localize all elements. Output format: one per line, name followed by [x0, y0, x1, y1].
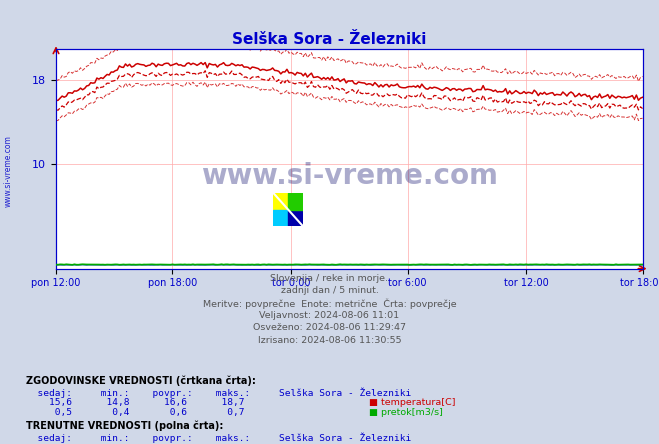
Text: Veljavnost: 2024-08-06 11:01: Veljavnost: 2024-08-06 11:01 — [260, 311, 399, 320]
Polygon shape — [273, 193, 289, 210]
Text: ■ pretok[m3/s]: ■ pretok[m3/s] — [369, 408, 443, 417]
Text: sedaj:     min.:    povpr.:    maks.:     Selška Sora - Železniki: sedaj: min.: povpr.: maks.: Selška Sora … — [26, 433, 412, 444]
Text: ZGODOVINSKE VREDNOSTI (črtkana črta):: ZGODOVINSKE VREDNOSTI (črtkana črta): — [26, 375, 256, 386]
Polygon shape — [289, 193, 303, 210]
Text: sedaj:     min.:    povpr.:    maks.:     Selška Sora - Železniki: sedaj: min.: povpr.: maks.: Selška Sora … — [26, 388, 412, 398]
Text: zadnji dan / 5 minut.: zadnji dan / 5 minut. — [281, 286, 378, 295]
Text: 15,6      14,8      16,6      18,7: 15,6 14,8 16,6 18,7 — [26, 398, 245, 407]
Text: Izrisano: 2024-08-06 11:30:55: Izrisano: 2024-08-06 11:30:55 — [258, 336, 401, 345]
Text: Osveženo: 2024-08-06 11:29:47: Osveženo: 2024-08-06 11:29:47 — [253, 323, 406, 332]
Text: TRENUTNE VREDNOSTI (polna črta):: TRENUTNE VREDNOSTI (polna črta): — [26, 420, 224, 431]
Text: Slovenija / reke in morje.: Slovenija / reke in morje. — [270, 274, 389, 282]
Text: ■ temperatura[C]: ■ temperatura[C] — [369, 398, 455, 407]
Text: 0,5       0,4       0,6       0,7: 0,5 0,4 0,6 0,7 — [26, 408, 245, 417]
Text: www.si-vreme.com: www.si-vreme.com — [201, 163, 498, 190]
Polygon shape — [273, 193, 289, 210]
Polygon shape — [273, 210, 289, 226]
Text: Selška Sora - Železniki: Selška Sora - Železniki — [233, 32, 426, 47]
Polygon shape — [289, 210, 303, 226]
Text: Meritve: povprečne  Enote: metrične  Črta: povprečje: Meritve: povprečne Enote: metrične Črta:… — [203, 298, 456, 309]
Text: www.si-vreme.com: www.si-vreme.com — [4, 135, 13, 207]
